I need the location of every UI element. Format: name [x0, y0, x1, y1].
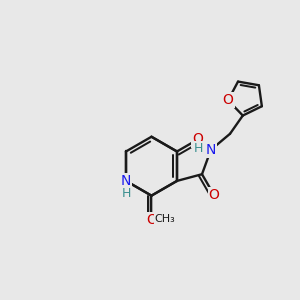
- Text: O: O: [146, 213, 157, 227]
- Text: CH₃: CH₃: [154, 214, 175, 224]
- Text: H: H: [194, 142, 203, 155]
- Text: O: O: [223, 93, 233, 107]
- Text: O: O: [192, 132, 203, 146]
- Text: O: O: [208, 188, 220, 202]
- Text: N: N: [206, 143, 216, 157]
- Text: H: H: [122, 187, 131, 200]
- Text: N: N: [121, 174, 131, 188]
